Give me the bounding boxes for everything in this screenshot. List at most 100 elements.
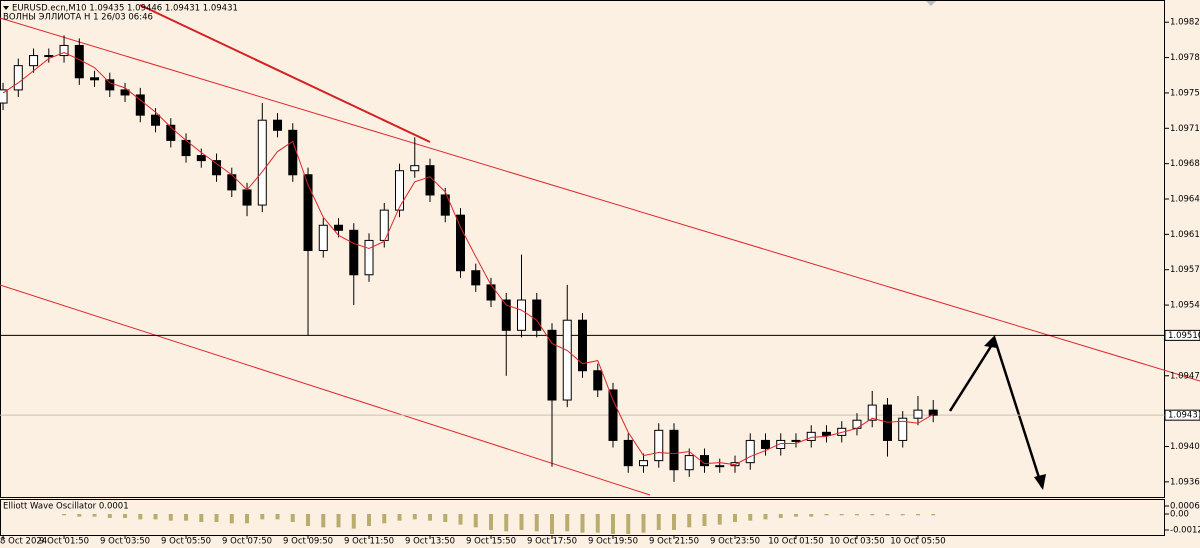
candle-body bbox=[806, 431, 816, 441]
candle-body bbox=[166, 124, 176, 141]
osc-bar bbox=[123, 514, 128, 518]
candle-body bbox=[318, 224, 328, 252]
osc-bar bbox=[565, 514, 570, 532]
chart-subtitle: ВОЛНЫ ЭЛЛИОТА H 1 26/03 06:46 bbox=[3, 13, 153, 23]
osc-bar bbox=[351, 514, 356, 529]
osc-y-tick-label: -0.0012 bbox=[1170, 526, 1200, 536]
osc-bar bbox=[275, 514, 280, 520]
candle-body bbox=[273, 119, 283, 131]
candle-body bbox=[334, 224, 344, 231]
candle-body bbox=[288, 129, 298, 176]
candle-body bbox=[135, 94, 145, 116]
osc-bar bbox=[641, 514, 646, 533]
oscillator-frame bbox=[0, 499, 1165, 536]
candle-body bbox=[913, 409, 923, 419]
osc-bar bbox=[702, 514, 707, 526]
osc-bar bbox=[687, 514, 692, 528]
osc-bar bbox=[367, 514, 372, 526]
osc-bar bbox=[489, 514, 494, 530]
candle-body bbox=[699, 455, 709, 467]
candle-body bbox=[562, 319, 572, 401]
y-tick-label: 1.09645 bbox=[1170, 195, 1200, 205]
candle-body bbox=[517, 299, 527, 331]
osc-bar bbox=[473, 514, 478, 528]
arrow-head bbox=[1034, 474, 1046, 490]
osc-bar bbox=[656, 514, 661, 530]
candle-body bbox=[196, 155, 206, 162]
candle-body bbox=[349, 229, 359, 276]
candle-body bbox=[90, 77, 100, 81]
osc-bar bbox=[748, 514, 753, 521]
candle-body bbox=[745, 439, 755, 464]
osc-bar bbox=[778, 514, 783, 518]
osc-bar bbox=[732, 514, 737, 522]
candle-body bbox=[59, 44, 69, 57]
osc-bar bbox=[290, 514, 295, 522]
y-tick-label: 1.09785 bbox=[1170, 53, 1200, 63]
x-tick-label: 10 Oct 03:50 bbox=[829, 537, 884, 547]
candle-body bbox=[395, 170, 405, 211]
candle-body bbox=[257, 119, 267, 206]
candle-body bbox=[29, 55, 39, 67]
osc-bar bbox=[412, 514, 417, 520]
candle-body bbox=[303, 174, 313, 252]
x-tick-label: 10 Oct 01:50 bbox=[768, 537, 823, 547]
trend-line bbox=[139, 4, 431, 143]
osc-bar bbox=[153, 514, 158, 520]
level-label: 1.09510 bbox=[1168, 331, 1200, 341]
x-tick-label: 9 Oct 03:50 bbox=[100, 537, 150, 547]
moving-average bbox=[2, 51, 934, 466]
candle-body bbox=[715, 465, 725, 468]
osc-bar bbox=[626, 514, 631, 534]
candle-body bbox=[821, 431, 831, 436]
y-tick-label: 1.09680 bbox=[1170, 159, 1200, 169]
candle-body bbox=[791, 439, 801, 442]
x-tick-label: 10 Oct 05:50 bbox=[890, 537, 945, 547]
candle-body bbox=[532, 299, 542, 331]
osc-bar bbox=[92, 514, 97, 517]
x-tick-label: 9 Oct 19:50 bbox=[588, 537, 638, 547]
candle-body bbox=[623, 439, 633, 467]
osc-bar bbox=[168, 514, 173, 521]
y-tick-label: 1.09715 bbox=[1170, 124, 1200, 134]
osc-bar bbox=[443, 514, 448, 522]
osc-bar bbox=[534, 514, 539, 532]
y-tick-label: 1.09540 bbox=[1170, 301, 1200, 311]
osc-bar bbox=[62, 514, 67, 516]
x-tick-label: 9 Oct 05:50 bbox=[161, 537, 211, 547]
arrow-head bbox=[984, 335, 997, 348]
osc-bar bbox=[763, 514, 768, 520]
osc-bar bbox=[595, 514, 600, 533]
y-tick-label: 1.09365 bbox=[1170, 477, 1200, 487]
osc-bar bbox=[306, 514, 311, 526]
osc-bar bbox=[671, 514, 676, 530]
osc-bar bbox=[184, 514, 189, 521]
osc-bar bbox=[580, 514, 585, 533]
candle-body bbox=[425, 165, 435, 196]
level-label-box bbox=[1164, 329, 1200, 341]
candle-body bbox=[410, 165, 420, 172]
osc-bar bbox=[138, 514, 143, 520]
osc-bar bbox=[321, 514, 326, 528]
candle-body bbox=[928, 409, 938, 416]
y-tick-label: 1.09575 bbox=[1170, 265, 1200, 275]
candle-body bbox=[760, 439, 770, 450]
last-price-label: 1.09431 bbox=[1168, 411, 1200, 421]
chart-title: EURUSD.ecn,M10 1.09435 1.09446 1.09431 1… bbox=[12, 4, 238, 14]
candle-body bbox=[501, 299, 511, 331]
candle-body bbox=[638, 460, 648, 467]
candle-body bbox=[0, 89, 8, 104]
osc-bar bbox=[77, 514, 82, 517]
candle-body bbox=[13, 65, 23, 91]
osc-bar bbox=[793, 514, 798, 517]
candle-body bbox=[456, 214, 466, 272]
candle-body bbox=[44, 55, 54, 58]
osc-bar bbox=[900, 514, 905, 516]
candle-body bbox=[105, 79, 115, 91]
candle-body bbox=[364, 239, 374, 276]
x-tick-label: 9 Oct 09:50 bbox=[283, 537, 333, 547]
candle-body bbox=[242, 189, 252, 206]
